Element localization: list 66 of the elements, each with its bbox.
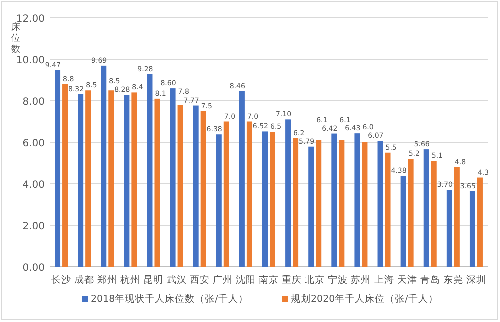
bar bbox=[224, 122, 230, 267]
bar bbox=[408, 159, 414, 267]
y-tick-label: 2.00 bbox=[22, 222, 45, 232]
x-tick-label: 西安 bbox=[190, 274, 210, 286]
bar bbox=[270, 132, 276, 267]
bar bbox=[86, 90, 92, 267]
bar bbox=[293, 138, 299, 267]
x-tick-label: 上海 bbox=[374, 274, 394, 286]
bar bbox=[62, 84, 68, 267]
y-tick-label: 6.00 bbox=[22, 138, 45, 150]
bar bbox=[101, 66, 107, 267]
y-tick-label: 10.00 bbox=[16, 56, 45, 66]
y-tick-label: 0.00 bbox=[22, 263, 45, 274]
bar bbox=[178, 105, 184, 267]
x-tick-label: 昆明 bbox=[144, 275, 164, 286]
bar bbox=[431, 161, 437, 267]
x-tick-label: 重庆 bbox=[282, 274, 302, 286]
x-tick-label: 郑州 bbox=[98, 274, 118, 286]
legend-label: 规划2020年千人床位（张/千人） bbox=[291, 293, 438, 305]
bar bbox=[362, 142, 368, 267]
bar bbox=[55, 70, 61, 267]
bar bbox=[378, 141, 384, 267]
x-tick-label: 苏州 bbox=[351, 274, 372, 286]
bar bbox=[286, 120, 292, 267]
bar bbox=[424, 150, 430, 267]
x-tick-label: 深圳 bbox=[466, 274, 486, 286]
bar bbox=[200, 111, 206, 267]
bar bbox=[216, 134, 222, 267]
x-tick-label: 沈阳 bbox=[236, 274, 256, 286]
bar bbox=[170, 88, 176, 267]
bar bbox=[246, 122, 252, 267]
bar bbox=[108, 90, 114, 267]
legend-label: 2018年现状千人床位数（张/千人） bbox=[91, 293, 248, 305]
bar bbox=[262, 132, 268, 267]
bar bbox=[124, 95, 130, 267]
x-tick-label: 成都 bbox=[74, 274, 95, 286]
bar bbox=[193, 106, 199, 267]
x-tick-label: 北京 bbox=[305, 274, 326, 286]
bar bbox=[477, 178, 483, 267]
y-axis-title: 床位数 bbox=[12, 22, 20, 55]
x-tick-label: 长沙 bbox=[52, 274, 72, 286]
x-tick-label: 东莞 bbox=[443, 274, 464, 286]
bar bbox=[454, 167, 460, 267]
bar bbox=[78, 94, 84, 267]
bar bbox=[154, 98, 160, 267]
bar bbox=[400, 176, 406, 267]
y-tick-label: 8.00 bbox=[22, 97, 45, 108]
y-tick-label: 4.00 bbox=[22, 180, 45, 191]
bar bbox=[354, 134, 360, 267]
bar bbox=[239, 91, 245, 267]
x-tick-label: 武汉 bbox=[166, 274, 187, 286]
x-tick-label: 青岛 bbox=[420, 274, 440, 286]
x-tick-label: 宁波 bbox=[328, 274, 348, 286]
bar bbox=[446, 190, 452, 267]
bar bbox=[385, 152, 391, 267]
bar bbox=[147, 74, 153, 267]
bar bbox=[132, 92, 138, 267]
x-tick-label: 天津 bbox=[397, 274, 418, 286]
x-tick-label: 南京 bbox=[259, 274, 279, 286]
bar bbox=[316, 140, 322, 267]
x-tick-label: 杭州 bbox=[120, 274, 141, 286]
x-tick-label: 广州 bbox=[212, 274, 233, 286]
bar bbox=[470, 191, 476, 267]
bar bbox=[332, 134, 338, 267]
bar bbox=[308, 146, 314, 267]
bar bbox=[339, 140, 345, 267]
